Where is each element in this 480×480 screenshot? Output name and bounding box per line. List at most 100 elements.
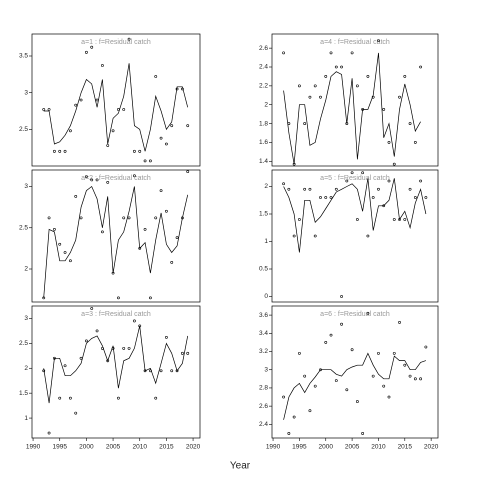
panel-title: a=1 : f=Residual catch <box>81 39 151 46</box>
point <box>69 259 72 263</box>
point <box>42 369 46 373</box>
point <box>424 196 428 199</box>
fit-line <box>43 63 189 152</box>
point <box>419 65 423 69</box>
point <box>186 124 190 128</box>
point <box>329 196 333 199</box>
point <box>403 218 407 221</box>
x-tick-label: 1995 <box>292 444 307 451</box>
point <box>361 171 365 175</box>
x-tick-label: 1990 <box>26 444 41 451</box>
point <box>282 395 285 399</box>
point <box>180 216 184 220</box>
point <box>413 377 417 381</box>
point <box>122 108 126 111</box>
point <box>319 368 322 372</box>
point <box>79 98 83 102</box>
point <box>329 51 333 55</box>
point <box>132 174 136 178</box>
point <box>143 227 147 231</box>
point <box>282 182 285 186</box>
point <box>292 234 296 238</box>
point <box>382 384 386 388</box>
x-axis-label: Year <box>230 461 251 472</box>
point <box>419 377 423 381</box>
y-tick-label: 3 <box>24 315 28 322</box>
point <box>47 216 51 220</box>
point <box>387 141 391 144</box>
point <box>47 431 51 435</box>
point <box>69 129 72 133</box>
point <box>355 84 359 88</box>
point <box>308 187 312 191</box>
point <box>287 187 291 191</box>
point <box>106 144 110 147</box>
y-tick-label: 1.4 <box>259 158 268 165</box>
point <box>90 307 94 310</box>
point <box>111 346 115 350</box>
point <box>398 320 401 324</box>
point <box>292 162 296 166</box>
point <box>366 234 370 238</box>
fit-line <box>283 52 421 165</box>
panel <box>271 305 439 439</box>
point <box>345 179 349 183</box>
point <box>292 415 296 419</box>
point <box>287 122 291 125</box>
point <box>377 187 380 191</box>
point <box>350 171 354 175</box>
point <box>53 356 56 360</box>
point <box>122 346 126 350</box>
point <box>111 129 115 133</box>
point <box>101 64 104 67</box>
y-tick-label: 2.6 <box>259 403 268 410</box>
y-tick-label: 1.8 <box>259 120 268 127</box>
x-tick-label: 2000 <box>79 444 94 451</box>
point <box>117 396 120 400</box>
point <box>132 319 136 323</box>
point <box>392 351 396 355</box>
point <box>159 189 163 193</box>
point <box>313 234 317 238</box>
x-tick-label: 2005 <box>106 444 121 451</box>
x-tick-label: 1995 <box>52 444 67 451</box>
point <box>138 149 142 153</box>
y-tick-label: 2.8 <box>259 385 268 392</box>
point <box>298 351 301 355</box>
point <box>340 295 343 298</box>
point <box>170 369 174 373</box>
panel <box>271 33 439 167</box>
point <box>361 432 365 435</box>
x-tick-label: 2005 <box>345 444 360 451</box>
point <box>106 180 110 184</box>
y-tick-label: 2.4 <box>259 421 268 428</box>
point <box>313 84 317 88</box>
point <box>403 75 407 78</box>
point <box>154 396 158 400</box>
point <box>180 351 184 355</box>
point <box>387 179 391 183</box>
y-tick-label: 0.5 <box>259 266 268 273</box>
y-tick-label: 3.5 <box>19 53 28 60</box>
point <box>63 149 67 153</box>
point <box>138 324 142 328</box>
y-tick-label: 0 <box>264 293 268 300</box>
point <box>298 84 301 88</box>
point <box>408 122 412 125</box>
point <box>148 296 152 300</box>
point <box>350 51 354 55</box>
point <box>382 204 386 208</box>
y-tick-label: 3 <box>24 183 28 190</box>
point <box>79 356 83 360</box>
y-tick-label: 2 <box>264 183 268 190</box>
panel <box>31 33 201 167</box>
fit-line <box>283 178 427 253</box>
panel <box>271 169 439 303</box>
point <box>308 409 312 413</box>
point <box>74 194 78 198</box>
point <box>164 209 168 213</box>
point <box>392 162 396 166</box>
point <box>398 95 401 99</box>
point <box>159 136 163 140</box>
